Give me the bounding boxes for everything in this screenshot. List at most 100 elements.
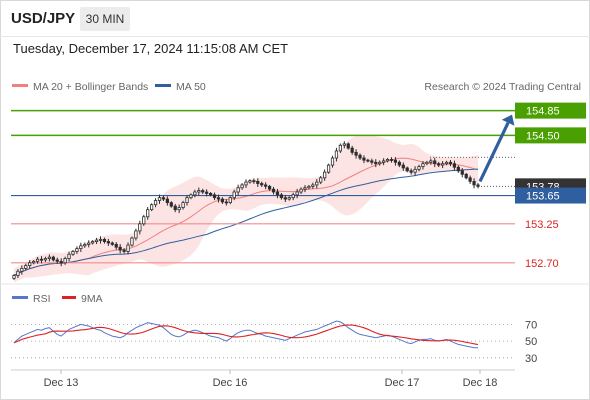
candle-body xyxy=(63,258,67,264)
candle-body xyxy=(319,177,323,183)
candle-body xyxy=(114,243,118,248)
candle-body xyxy=(385,159,390,162)
candle-body xyxy=(118,246,122,251)
candle-body xyxy=(157,197,162,201)
timeframe-badge[interactable]: 30 MIN xyxy=(80,7,130,31)
candle-body xyxy=(417,166,421,170)
candle-body xyxy=(444,161,449,165)
candle-body xyxy=(244,181,248,186)
price-levels xyxy=(11,109,515,264)
candle-body xyxy=(425,161,429,165)
candle-body xyxy=(264,184,268,187)
ma50-line xyxy=(13,168,479,276)
x-tick-label: Dec 13 xyxy=(44,377,79,389)
candle-body xyxy=(193,191,197,196)
chart-datetime: Tuesday, December 17, 2024 11:15:08 AM C… xyxy=(13,41,289,56)
candle-body xyxy=(59,260,63,264)
bollinger-bands xyxy=(14,134,478,283)
x-tick-label: Dec 16 xyxy=(213,377,248,389)
candle-body xyxy=(350,147,354,153)
bollinger-band-fill xyxy=(14,134,478,283)
candle-body xyxy=(397,161,401,166)
candle-body xyxy=(374,161,378,165)
candle-body xyxy=(299,188,303,193)
ma50-legend-swatch xyxy=(155,84,171,87)
candle-body xyxy=(240,184,244,189)
candle-body xyxy=(346,143,350,149)
candle-body xyxy=(287,197,291,200)
x-tick-label: Dec 17 xyxy=(385,377,420,389)
candle-body xyxy=(256,180,260,184)
candle-body xyxy=(94,239,99,242)
candle-body xyxy=(165,198,169,204)
candle-body xyxy=(28,262,32,266)
candle-body xyxy=(338,144,342,152)
candle-body xyxy=(358,154,362,159)
candle-body xyxy=(138,223,142,232)
candle-body xyxy=(303,187,307,190)
candle-body xyxy=(122,249,126,252)
rsi-ma-legend-label: 9MA xyxy=(81,293,103,305)
rsi-ma-line xyxy=(13,324,479,346)
candle-body xyxy=(378,161,382,165)
rsi-tick-label: 30 xyxy=(525,353,537,365)
candle-body xyxy=(323,171,327,179)
candle-body xyxy=(429,160,433,163)
candle-body xyxy=(295,191,299,196)
candle-body xyxy=(476,184,480,187)
candle-body xyxy=(311,184,315,187)
candle-body xyxy=(177,207,181,211)
bollinger-legend-swatch xyxy=(12,84,28,87)
candle-body xyxy=(232,191,236,199)
candle-body xyxy=(224,201,228,204)
rsi-tick-label: 70 xyxy=(525,319,537,331)
arrow-shaft xyxy=(478,122,510,183)
candle-body xyxy=(51,256,55,261)
candle-body xyxy=(291,194,295,199)
ma20-line xyxy=(13,157,479,276)
candle-body xyxy=(102,239,107,242)
candle-body xyxy=(185,197,189,204)
x-axis: Dec 13 Dec 16 Dec 17 Dec 18 xyxy=(44,370,497,389)
rsi-line xyxy=(13,320,478,349)
candle-body xyxy=(39,258,44,261)
candle-body xyxy=(153,200,158,206)
candle-body xyxy=(71,251,75,255)
candle-body xyxy=(20,268,24,272)
candle-body xyxy=(212,194,217,199)
rsi-ma-legend-swatch xyxy=(62,296,76,299)
candle-body xyxy=(75,248,79,252)
header-divider xyxy=(0,36,590,37)
candle-body xyxy=(173,205,177,211)
candle-body xyxy=(43,258,48,261)
candle-body xyxy=(393,159,398,163)
bollinger-legend-label: MA 20 + Bollinger Bands xyxy=(33,81,148,93)
level-label-154.50: 154.50 xyxy=(526,130,560,142)
candle-body xyxy=(169,202,173,207)
candle-body xyxy=(409,170,413,173)
candle-body xyxy=(366,159,370,162)
candle-body xyxy=(382,160,386,163)
candle-body xyxy=(126,244,130,252)
rsi-legend-swatch xyxy=(12,296,28,299)
level-tag-153.65 xyxy=(515,187,586,204)
candle-body xyxy=(342,143,346,146)
candle-body xyxy=(161,197,166,200)
candle-body xyxy=(181,202,185,208)
credit-label: Research © 2024 Trading Central xyxy=(424,81,581,93)
rsi-tick-label: 50 xyxy=(525,336,537,348)
candle-body xyxy=(437,163,441,166)
candle-body xyxy=(110,242,114,245)
candle-body xyxy=(87,242,91,245)
level-label-154.85: 154.85 xyxy=(526,106,560,118)
candle-body xyxy=(106,241,110,244)
candle-body xyxy=(448,161,453,165)
candle-body xyxy=(32,260,36,264)
candle-body xyxy=(315,181,319,186)
candle-body xyxy=(55,259,59,262)
candle-body xyxy=(370,160,374,163)
candle-body xyxy=(275,191,280,196)
chart-header: USD/JPY 30 MIN xyxy=(0,0,590,36)
